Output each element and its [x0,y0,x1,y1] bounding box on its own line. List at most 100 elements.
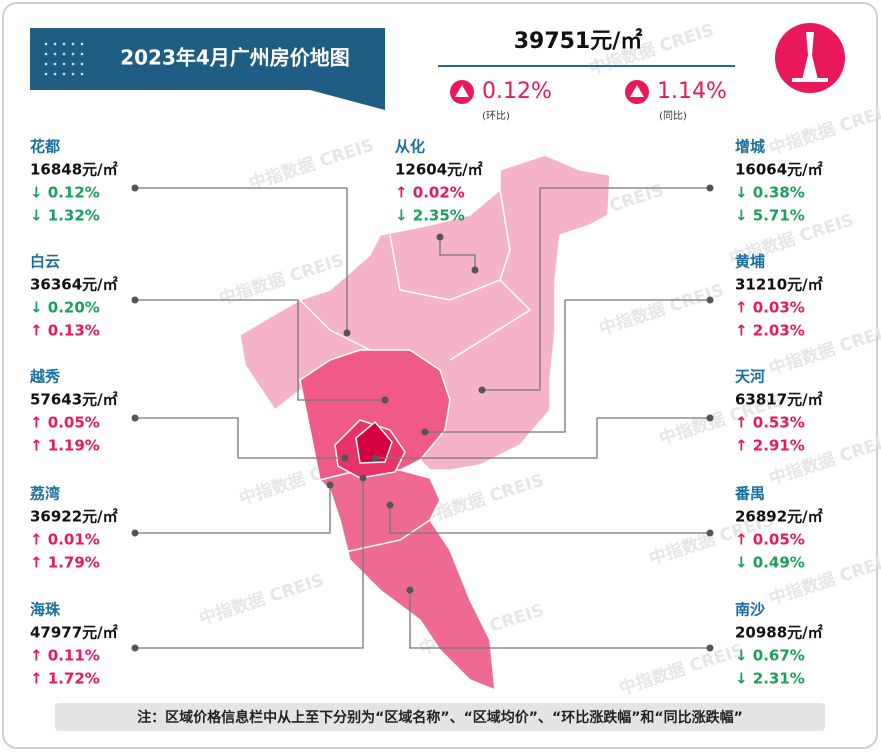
leader-dot [343,329,351,337]
leader-dot [131,529,139,537]
leader-dot [326,481,334,489]
leader-lines [131,184,714,652]
dot [62,62,66,66]
district-name: 天河 [735,368,765,386]
leader-line [425,299,710,433]
title-banner [30,28,385,110]
district-name: 从化 [395,138,425,156]
leader-line [375,417,710,459]
district-price: 36364元/㎡ [30,276,118,294]
leader-dot [706,296,714,304]
leader-line [439,237,476,270]
district-yoy: ↑ 1.19% [30,437,100,455]
district-yoy: ↓ 5.71% [735,207,805,225]
district-price: 16848元/㎡ [30,161,118,179]
leader-dot [131,184,139,192]
dot [62,52,66,56]
district-yoy: ↑ 1.72% [30,670,100,688]
leader-line [482,187,710,391]
district-yoy: ↑ 1.79% [30,554,100,572]
district-price: 47977元/㎡ [30,624,118,642]
district-price: 31210元/㎡ [735,276,823,294]
leader-dot [471,266,479,274]
up-arrow [455,85,469,97]
leader-line [135,417,345,459]
leader-dot [341,454,349,462]
note-box [55,703,825,731]
leader-dot [371,454,379,462]
leader-line [409,590,710,649]
district-price: 26892元/㎡ [735,508,823,526]
district-yoy: ↓ 2.35% [395,207,465,225]
district-mom: ↓ 0.20% [30,299,100,317]
district-price: 16064元/㎡ [735,161,823,179]
district-name: 增城 [735,138,765,156]
district-name: 番禺 [734,485,765,503]
overall-mom: 0.12% [482,79,552,104]
title: 2023年4月广州房价地图 [120,46,350,70]
boundary [299,299,371,351]
leader-dot [706,414,714,422]
district-yoy: ↓ 2.31% [735,670,805,688]
note: 注：区域价格信息栏中从上至下分别为“区域名称”、“区域均价”、“环比涨跌幅”和“… [137,709,743,726]
dot [80,42,84,46]
region-south [318,469,496,692]
boundary [389,189,511,301]
yoy-label: (同比) [659,110,687,122]
district-name: 海珠 [30,601,61,619]
dot [44,72,48,76]
leader-dot [706,184,714,192]
canton-tower-icon [775,23,845,93]
district-blocks: 花都 16848元/㎡ ↓ 0.12% ↓ 1.32% 白云 36364元/㎡ ↓ 0.20… [29,138,823,688]
dot [53,72,57,76]
dot [44,62,48,66]
district-mom: ↓ 0.38% [735,184,805,202]
district-mom: ↑ 0.53% [735,414,805,432]
district-mom: ↑ 0.05% [30,414,100,432]
dot [80,62,84,66]
leader-dot [359,474,367,482]
banner-dots [44,42,84,76]
district-name: 白云 [30,253,60,271]
dot [44,42,48,46]
dot [53,62,57,66]
overall-price: 39751元/㎡ [514,28,643,54]
dot [71,72,75,76]
district-mom: ↑ 0.05% [735,531,805,549]
district-name: 越秀 [29,368,61,386]
district-name: 花都 [30,138,60,156]
leader-line [389,505,710,534]
leader-line [135,299,385,401]
dot [80,52,84,56]
district-mom: ↑ 0.11% [30,647,100,665]
district-yoy: ↑ 2.03% [735,322,805,340]
district-name: 黄埔 [735,253,765,271]
leader-dot [381,396,389,404]
leader-line [135,187,348,333]
dot [44,52,48,56]
district-yoy: ↑ 0.13% [30,322,100,340]
leader-dot [421,428,429,436]
leader-dot [131,296,139,304]
dot [53,52,57,56]
district-name: 南沙 [735,601,765,619]
leader-dot [706,644,714,652]
leader-line [135,485,331,534]
region-yuexiu [355,420,393,464]
leader-dot [131,414,139,422]
up-arrow [630,85,644,97]
leader-dot [406,586,414,594]
district-mom: ↓ 0.67% [735,647,805,665]
overall-yoy: 1.14% [657,79,727,104]
leader-dot [131,644,139,652]
district-name: 荔湾 [30,485,60,503]
dot [71,52,75,56]
dot [53,42,57,46]
district-mom: ↓ 0.12% [30,184,100,202]
district-yoy: ↓ 0.49% [735,554,805,572]
leader-line [135,478,364,649]
boundary [449,279,532,361]
leader-dot [478,386,486,394]
district-price: 36922元/㎡ [30,508,118,526]
district-yoy: ↓ 1.32% [30,207,100,225]
